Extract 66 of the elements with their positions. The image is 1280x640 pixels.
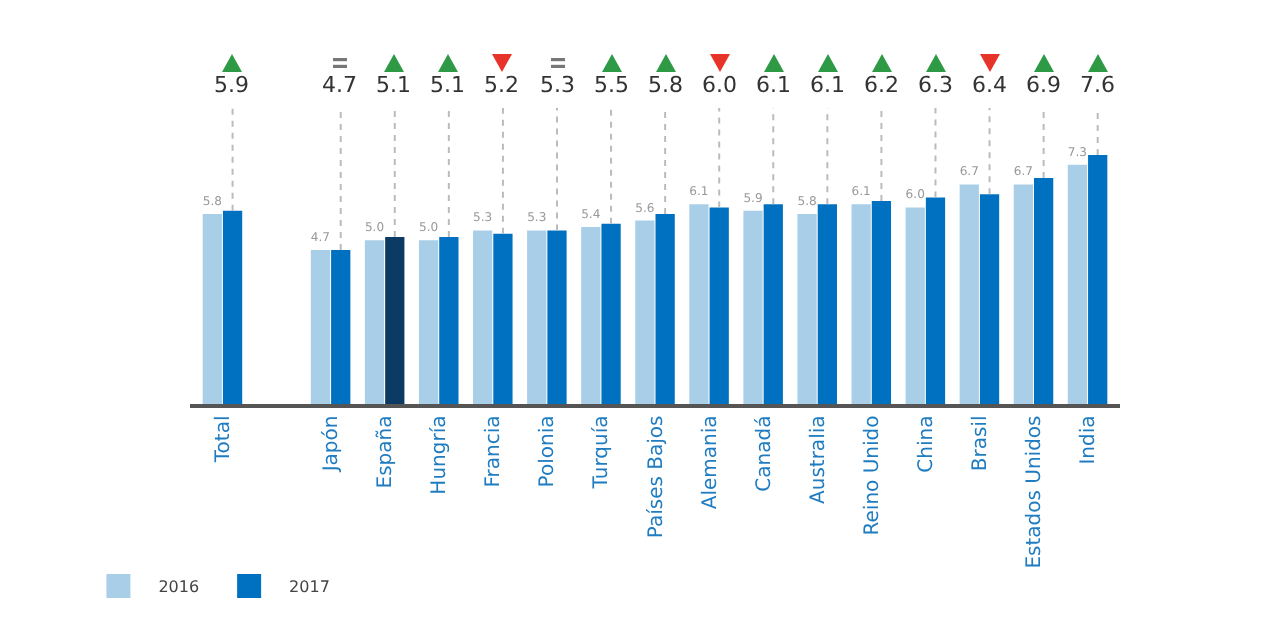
data-label: 6.2 — [864, 72, 899, 98]
bar — [689, 204, 709, 404]
data-label: 5.2 — [484, 72, 519, 98]
bar — [581, 227, 601, 404]
x-tick-label: España — [375, 415, 398, 489]
x-tick-label: Hungría — [429, 415, 452, 495]
bar — [547, 230, 567, 404]
data-label: 5.3 — [540, 72, 575, 98]
bar — [1088, 155, 1108, 404]
data-label: 5.8 — [648, 72, 683, 98]
bar — [979, 194, 1000, 404]
x-tick-label: India — [1078, 415, 1101, 465]
bar — [797, 214, 817, 404]
x-tick-label: Brasil — [969, 415, 992, 472]
legend-label: 2017 — [289, 578, 330, 597]
bar — [959, 184, 979, 404]
data-label: 6.1 — [756, 72, 791, 98]
bar — [871, 200, 892, 404]
bar — [743, 210, 763, 404]
bar — [925, 197, 946, 404]
bar — [905, 207, 925, 404]
x-tick-label: Francia — [483, 415, 506, 488]
bar — [1013, 184, 1033, 404]
bar — [851, 204, 871, 404]
x-tick-label: Japón — [321, 415, 344, 474]
data-label: 5.1 — [376, 72, 411, 98]
bar — [310, 250, 331, 404]
data-label: 5.9 — [214, 72, 249, 98]
x-tick-label: Polonia — [537, 415, 560, 488]
x-tick-label: Países Bajos — [645, 415, 668, 539]
data-label: 6.0 — [702, 72, 737, 98]
data-label: 6.9 — [1026, 72, 1061, 98]
bar — [1034, 177, 1054, 404]
data-label: 5.1 — [430, 72, 465, 98]
bar — [493, 233, 513, 404]
x-tick-label: Estados Unidos — [1023, 415, 1046, 569]
bar — [418, 240, 439, 404]
bar — [709, 207, 729, 404]
bar — [473, 230, 493, 404]
bar — [817, 204, 837, 404]
bar — [222, 210, 243, 404]
bar — [439, 236, 459, 404]
bar — [527, 230, 547, 404]
x-tick-label: Canadá — [753, 415, 776, 492]
x-tick-label: Alemania — [699, 415, 722, 510]
x-tick-label: Turquía — [591, 415, 614, 491]
bar — [331, 250, 351, 404]
data-label: 5.5 — [594, 72, 629, 98]
data-label: 7.6 — [1080, 72, 1115, 98]
bar — [601, 223, 621, 404]
data-label: 6.1 — [810, 72, 845, 98]
bar — [763, 204, 783, 404]
bar — [1067, 164, 1088, 404]
bar — [635, 220, 655, 404]
legend-label: 2016 — [158, 578, 200, 597]
x-tick-label: Reino Unido — [861, 415, 884, 536]
data-label: 4.7 — [322, 72, 357, 98]
data-label: 6.3 — [918, 72, 953, 98]
x-tick-label: Total — [212, 415, 235, 465]
bar — [385, 236, 405, 404]
x-tick-label: Australia — [807, 415, 830, 504]
data-label: 6.4 — [972, 72, 1007, 98]
bar — [655, 214, 675, 404]
x-tick-label: China — [915, 415, 938, 473]
bar — [364, 240, 385, 404]
bar — [202, 214, 222, 404]
